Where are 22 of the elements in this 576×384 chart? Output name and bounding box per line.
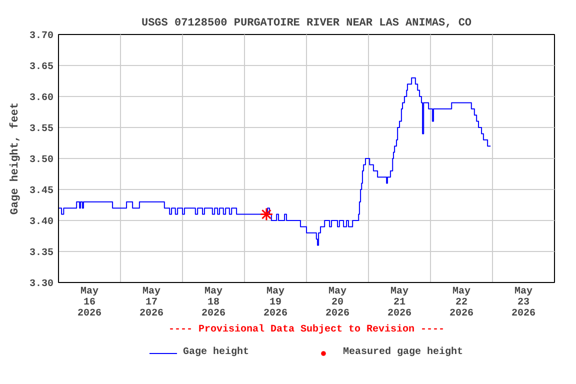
y-tick-label: 3.40 bbox=[29, 217, 54, 228]
x-tick-label: May 17 2026 bbox=[140, 286, 164, 320]
x-tick-label: May 22 2026 bbox=[450, 286, 474, 320]
y-tick-label: 3.70 bbox=[29, 31, 54, 42]
x-tick-label: May 16 2026 bbox=[78, 286, 102, 320]
y-tick-label: 3.55 bbox=[29, 124, 54, 135]
x-tick-label: May 19 2026 bbox=[264, 286, 288, 320]
y-tick-label: 3.65 bbox=[29, 62, 54, 73]
text: ---- Provisional Data Subject to Revision ---- bbox=[168, 324, 445, 336]
legend-label: Gage height bbox=[182, 346, 249, 358]
x-tick-label: May 21 2026 bbox=[388, 286, 412, 320]
y-tick-label: 3.60 bbox=[29, 93, 54, 104]
x-tick-label: May 23 2026 bbox=[512, 286, 536, 320]
y-tick-label: 3.50 bbox=[29, 155, 54, 166]
x-tick-label: May 18 2026 bbox=[202, 286, 226, 320]
x-tick-label: May 20 2026 bbox=[326, 286, 350, 320]
y-tick-label: 3.45 bbox=[29, 186, 54, 197]
y-tick-label: 3.35 bbox=[29, 248, 54, 259]
y-axis-title: Gage height, feet bbox=[8, 102, 22, 215]
chart-title: USGS 07128500 PURGATOIRE RIVER NEAR LAS ANIMAS, CO bbox=[141, 18, 472, 30]
y-tick-label: 3.30 bbox=[29, 279, 54, 290]
legend-label: Measured gage height bbox=[342, 346, 464, 358]
